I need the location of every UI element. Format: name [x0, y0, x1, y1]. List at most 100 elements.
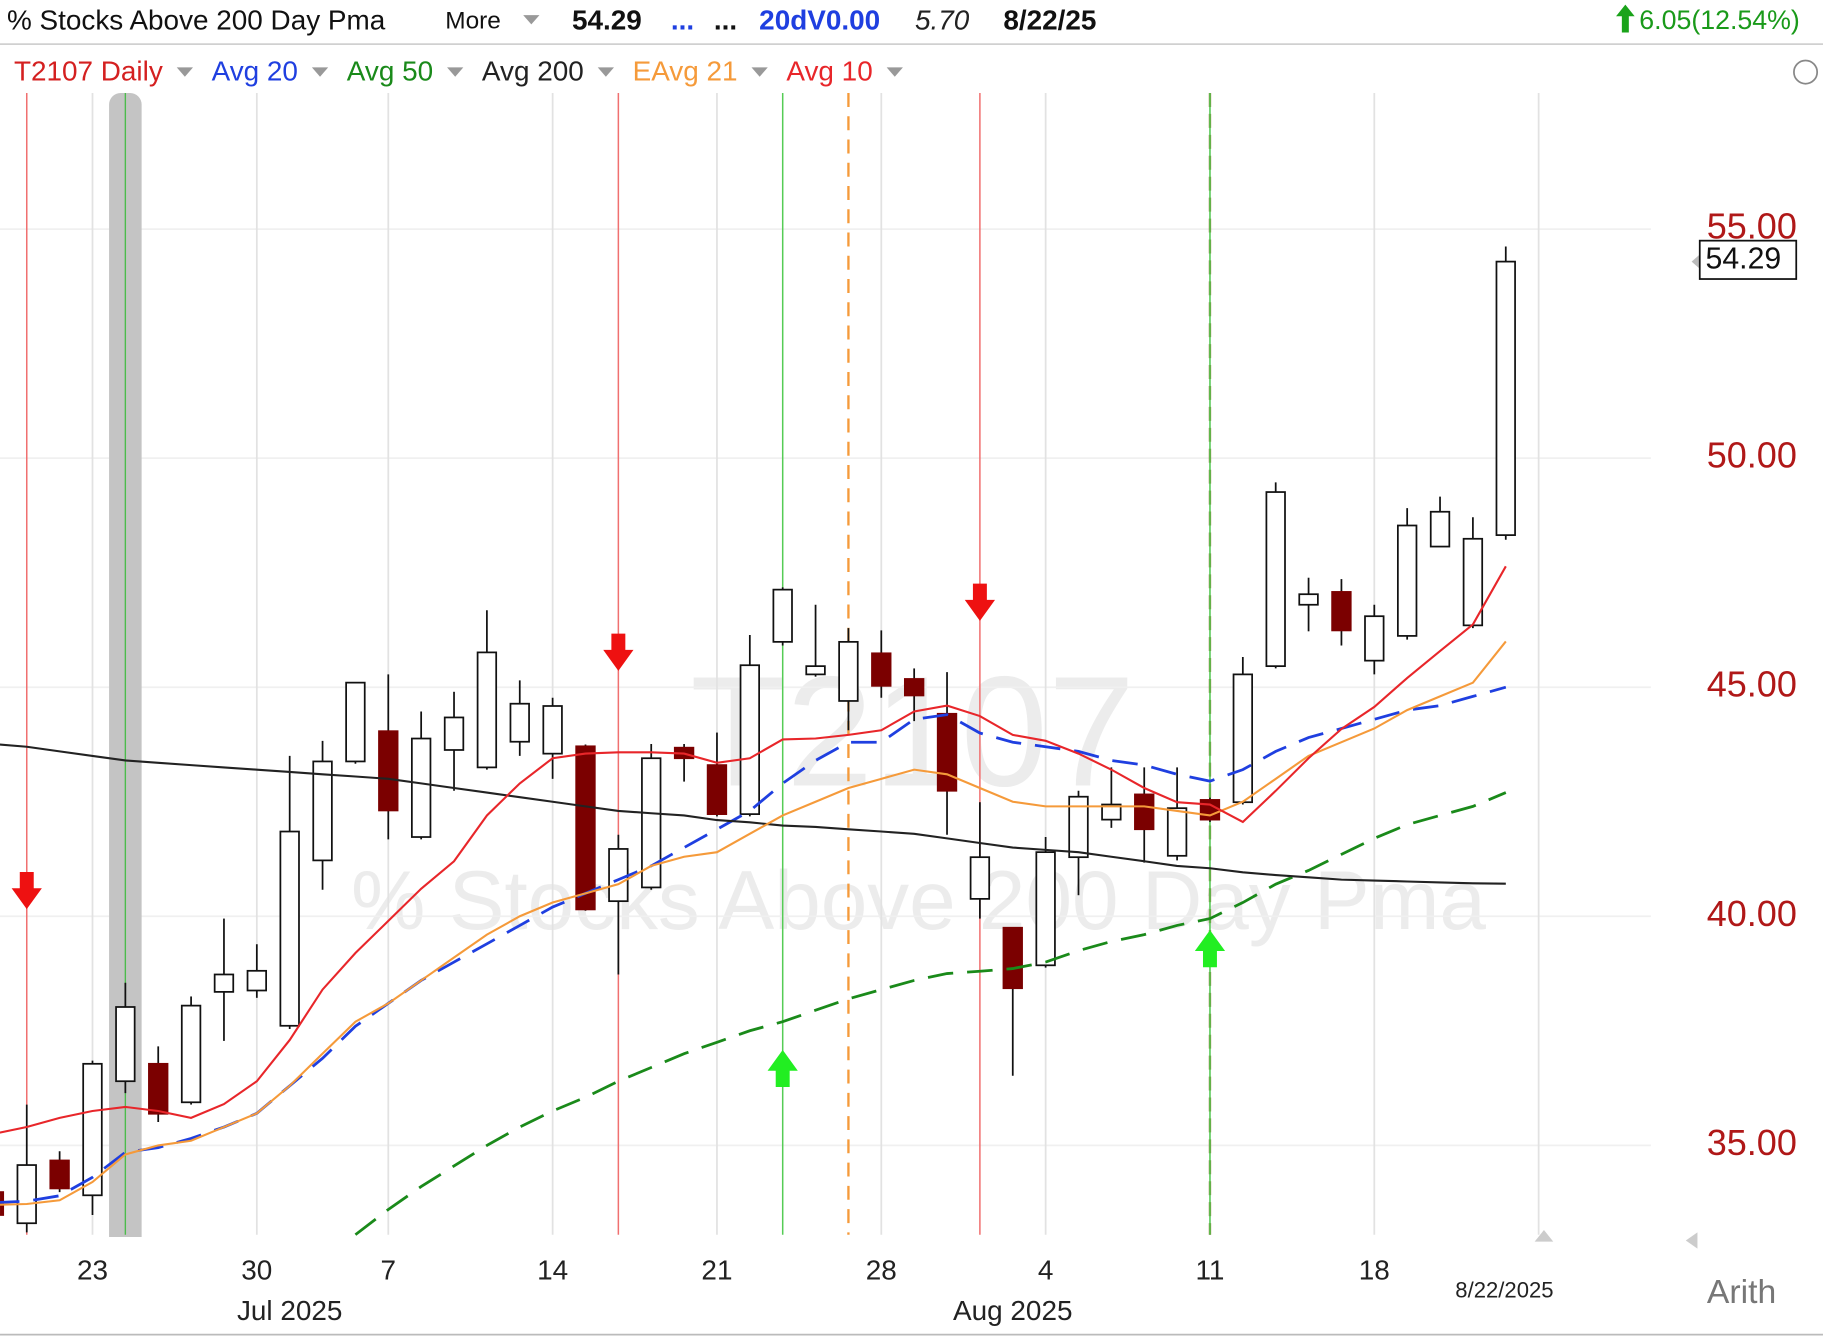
price-box-label: 54.29 — [1706, 242, 1782, 275]
candle-body — [345, 681, 366, 763]
candle-body — [1101, 803, 1122, 821]
y-tick-label: 35.00 — [1707, 1122, 1797, 1163]
ellipsis: ... — [671, 4, 694, 35]
last-price: 54.29 — [572, 4, 642, 35]
legend: T2107 Daily Avg 20 Avg 50 Avg 200 EAvg 21 Avg… — [14, 56, 903, 87]
moving-average-line — [0, 565, 1507, 1134]
price-box — [1698, 239, 1798, 280]
sell-arrow — [964, 583, 996, 621]
candle-body — [706, 764, 728, 815]
legend-caret[interactable] — [176, 67, 194, 77]
candle-body — [1298, 593, 1319, 606]
candle-body — [1232, 673, 1254, 804]
x-tick-label: 7 — [381, 1254, 397, 1285]
candle-body — [969, 856, 991, 900]
more-menu[interactable]: More — [445, 8, 501, 35]
legend-entry[interactable]: T2107 Daily — [14, 56, 163, 87]
month-label: Aug 2025 — [953, 1295, 1072, 1326]
candle-body — [1002, 926, 1023, 990]
watermark-name: % Stocks Above 200 Day Pma — [351, 853, 1486, 947]
candle-body — [180, 1004, 202, 1104]
candle-body — [312, 760, 333, 862]
candle-body — [1166, 807, 1188, 857]
month-label: Jul 2025 — [237, 1295, 342, 1326]
moving-average-line — [0, 640, 1507, 1206]
candle-body — [148, 1062, 169, 1115]
buy-arrow — [1194, 930, 1226, 968]
candle-body — [443, 716, 465, 751]
sell-arrow — [603, 633, 634, 671]
legend-entry[interactable]: Avg 20 — [212, 56, 298, 87]
volume: 20dV0.00 — [759, 4, 880, 35]
scroll-marker — [1685, 1232, 1698, 1249]
candle-body — [16, 1164, 37, 1225]
candle-body — [378, 730, 399, 812]
y-tick-label: 45.00 — [1707, 664, 1797, 705]
legend-caret[interactable] — [447, 67, 464, 77]
candle-body — [1331, 591, 1352, 632]
candle-body — [1068, 795, 1089, 859]
settings-icon[interactable] — [1793, 59, 1819, 85]
x-tick-label: 30 — [241, 1254, 272, 1285]
candle-body — [82, 1062, 103, 1197]
ellipsis: ... — [714, 4, 737, 35]
price-pointer — [1691, 253, 1701, 270]
value: 5.70 — [915, 4, 970, 35]
up-arrow-icon — [1616, 4, 1635, 33]
candle-body — [575, 745, 596, 911]
x-tick-label: 14 — [537, 1254, 568, 1285]
candle-body — [838, 640, 859, 702]
more-caret[interactable] — [523, 15, 540, 25]
candle-body — [805, 665, 826, 676]
y-tick-label: 40.00 — [1707, 893, 1797, 934]
candle-body — [115, 1006, 136, 1083]
candle-body — [871, 652, 892, 687]
candle-body — [476, 651, 498, 769]
x-tick-label: 4 — [1038, 1254, 1054, 1285]
scroll-marker — [1534, 1230, 1554, 1242]
moving-average-line — [354, 791, 1507, 1236]
candle-body — [213, 973, 235, 993]
x-tick-label: 28 — [866, 1254, 897, 1285]
legend-entry[interactable]: EAvg 21 — [633, 56, 738, 87]
legend-caret[interactable] — [751, 67, 768, 77]
buy-arrow — [767, 1049, 798, 1088]
candle-body — [509, 702, 530, 743]
candle-body — [1265, 491, 1286, 668]
candle-body — [1396, 524, 1418, 637]
y-tick-label: 55.00 — [1707, 206, 1797, 247]
candle-body — [903, 678, 925, 697]
change: 6.05(12.54%) — [1639, 5, 1800, 35]
legend-caret[interactable] — [886, 67, 903, 77]
candle-body — [279, 830, 300, 1027]
candle-body — [641, 757, 662, 889]
candle-body — [49, 1159, 70, 1190]
candle-body — [1035, 851, 1056, 967]
legend-caret[interactable] — [597, 67, 615, 77]
candle-body — [1199, 799, 1221, 821]
x-tick-label: 23 — [77, 1254, 108, 1285]
x-tick-label: 21 — [701, 1254, 732, 1285]
candle-body — [772, 588, 793, 643]
legend-entry[interactable]: Avg 50 — [347, 56, 433, 87]
date: 8/22/25 — [1003, 4, 1096, 35]
candle-body — [542, 705, 563, 755]
candle-body — [1134, 793, 1155, 831]
candle-body — [1495, 260, 1516, 536]
legend-entry[interactable]: Avg 10 — [786, 56, 872, 87]
plot-area — [0, 93, 1651, 1238]
moving-average-line — [0, 743, 1506, 885]
candle-body — [1364, 615, 1385, 662]
legend-caret[interactable] — [311, 67, 329, 77]
candle-body — [1429, 510, 1451, 548]
candle-body — [936, 712, 958, 792]
watermark-symbol: T2107 — [690, 645, 1135, 820]
x-tick-label: 18 — [1359, 1254, 1390, 1285]
scale-label[interactable]: Arith — [1707, 1273, 1776, 1311]
legend-entry[interactable]: Avg 200 — [482, 56, 584, 87]
sell-arrow — [11, 871, 42, 910]
header: % Stocks Above 200 Day Pma More 54.29 ..… — [7, 4, 1800, 35]
